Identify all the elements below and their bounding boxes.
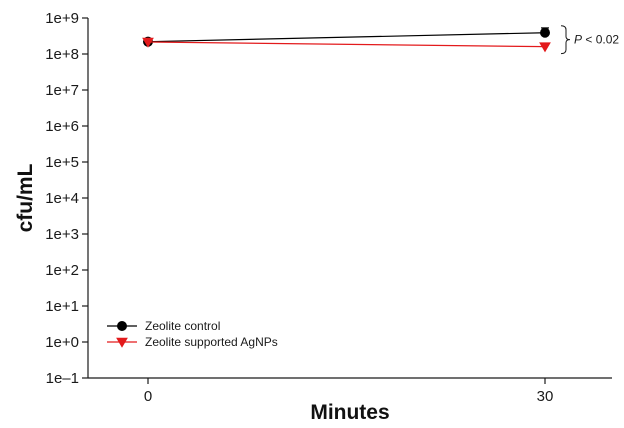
significance-annotation: P < 0.02 [560,25,619,55]
y-tick-label: 1e+5 [45,154,79,171]
x-axis: 0 30 [88,377,612,405]
legend: Zeolite control Zeolite supported AgNPs [107,319,278,349]
y-axis: 1e–1 1e+0 1e+1 1e+2 1e+3 1e+4 1e+5 1e+6 1e+7 1e+8… [45,10,89,387]
series-line [147,32,546,43]
data-point [540,27,550,38]
y-ticks: 1e–1 1e+0 1e+1 1e+2 1e+3 1e+4 1e+5 1e+6 1e+7 1e+8… [45,10,88,387]
legend-item: Zeolite supported AgNPs [107,335,278,349]
y-tick-label: 1e+4 [45,190,79,207]
x-ticks: 0 30 [144,378,554,405]
legend-marker [116,337,128,348]
y-tick-label: 1e+8 [45,46,79,63]
p-value-text: < 0.02 [582,33,619,47]
y-axis-title: cfu/mL [14,163,37,232]
y-tick-label: 1e+2 [45,262,79,279]
y-tick-label: 1e+6 [45,118,79,135]
data-point [142,37,154,48]
data-point [539,42,551,53]
y-tick-label: 1e+0 [45,334,79,351]
y-tick-label: 1e+1 [45,298,79,315]
x-tick-label: 30 [537,388,554,405]
legend-item: Zeolite control [107,319,220,333]
legend-label: Zeolite control [145,319,220,333]
y-tick-label: 1e+7 [45,82,79,99]
series-line [147,41,546,48]
y-tick-label: 1e+3 [45,226,79,243]
legend-label: Zeolite supported AgNPs [145,335,278,349]
legend-marker [117,321,127,331]
p-symbol: P [574,33,582,47]
p-value-label: P < 0.02 [574,33,619,47]
y-tick-label: 1e+9 [45,10,79,27]
series-zeolite-control [143,27,550,47]
series-zeolite-agnps [142,37,551,53]
plot-area [142,27,551,53]
x-axis-title: Minutes [310,401,389,424]
y-tick-label: 1e–1 [46,370,79,387]
significance-brace [560,25,571,55]
x-tick-label: 0 [144,388,152,405]
